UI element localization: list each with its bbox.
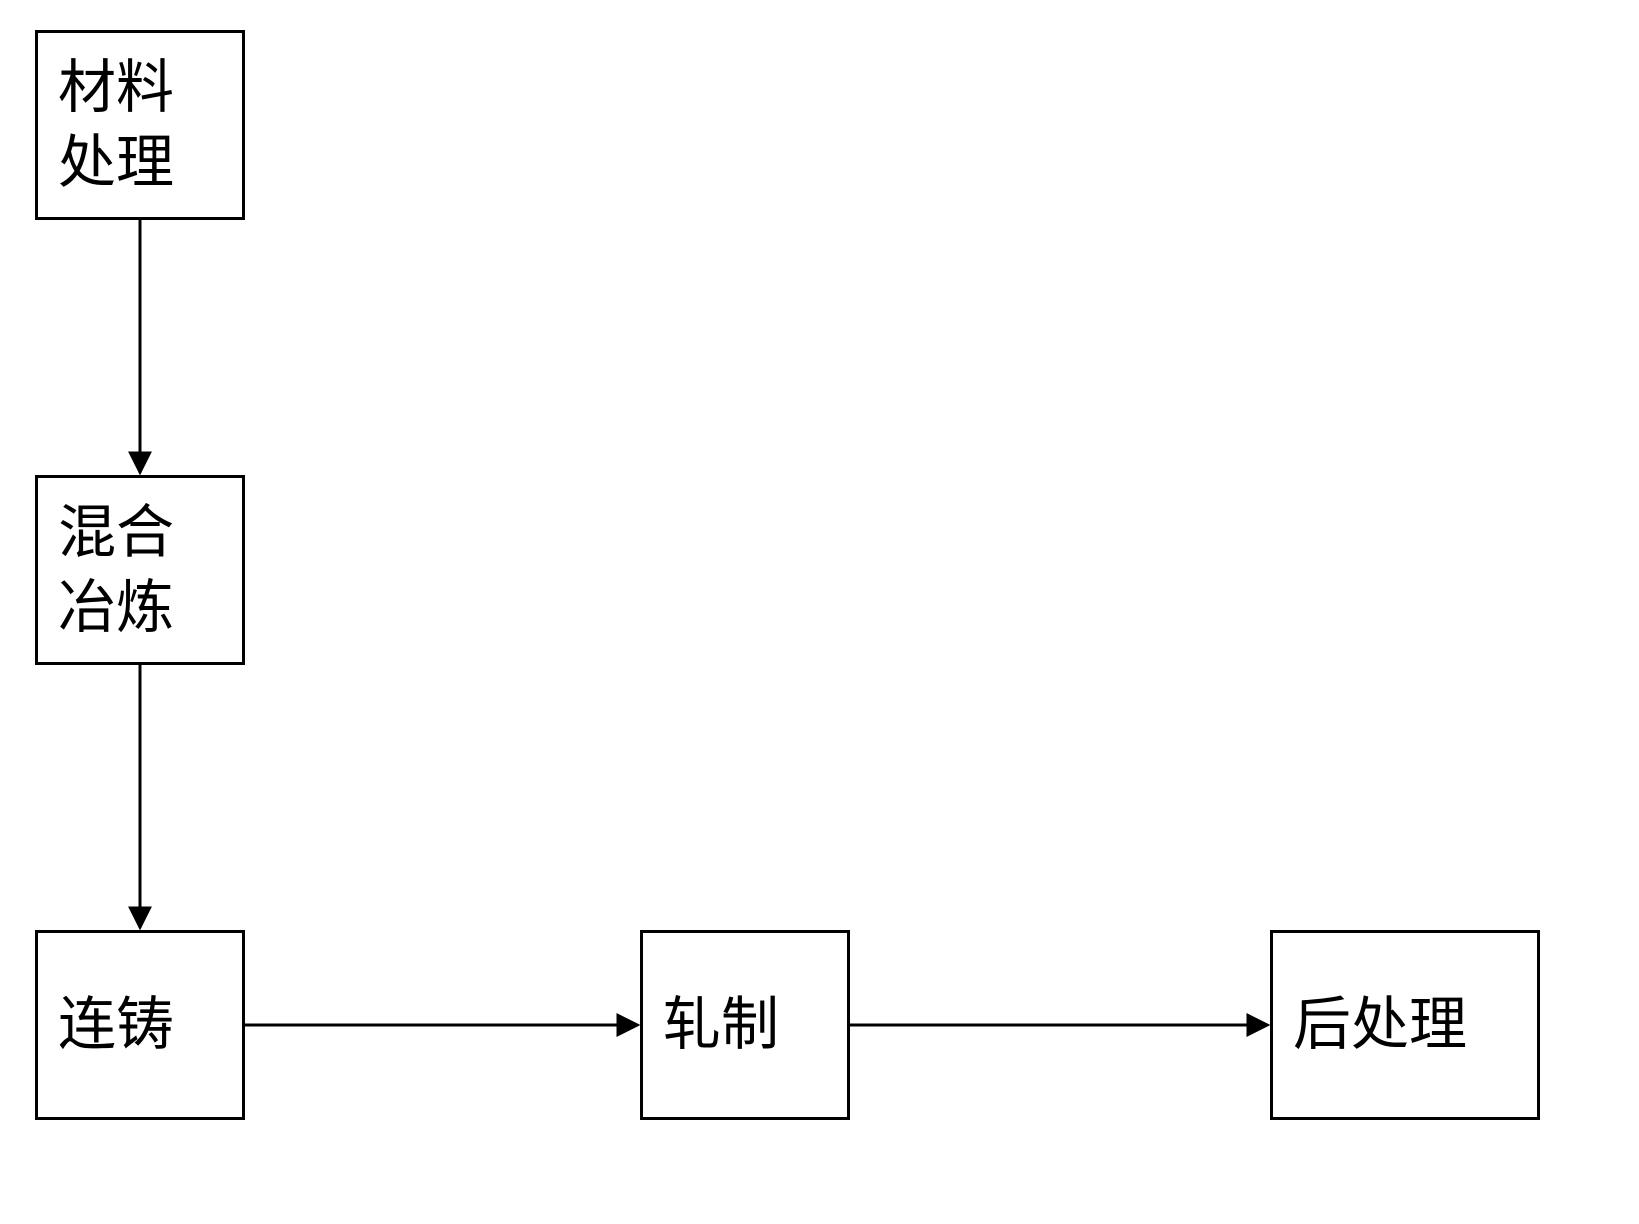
node-rolling: 轧制 <box>640 930 850 1120</box>
node-continuous-casting: 连铸 <box>35 930 245 1120</box>
flowchart-canvas: 材料 处理 混合 冶炼 连铸 轧制 后处理 <box>0 0 1639 1224</box>
node-mixing-smelting: 混合 冶炼 <box>35 475 245 665</box>
node-label: 材料 处理 <box>58 50 174 201</box>
node-material-processing: 材料 处理 <box>35 30 245 220</box>
node-label: 混合 冶炼 <box>58 495 174 646</box>
node-label: 后处理 <box>1293 987 1467 1062</box>
node-label: 轧制 <box>663 987 779 1062</box>
node-label: 连铸 <box>58 987 174 1062</box>
node-post-processing: 后处理 <box>1270 930 1540 1120</box>
